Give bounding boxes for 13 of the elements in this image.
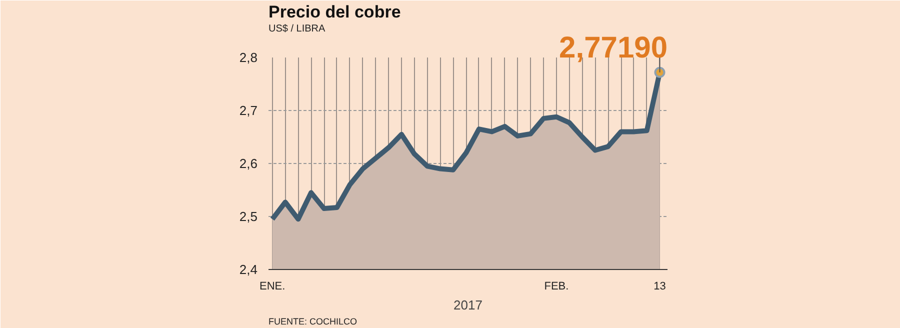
x-tick-label: 13 (654, 280, 666, 292)
x-axis-title: 2017 (454, 298, 482, 312)
annotation: 2,77190 (559, 32, 668, 64)
y-tick-label: 2,4 (239, 262, 258, 277)
y-tick-label: 2,5 (239, 209, 258, 224)
source-note: FUENTE: COCHILCO (268, 316, 358, 326)
x-tick-label: FEB. (544, 280, 569, 292)
chart-title: Precio del cobre (268, 2, 401, 22)
chart-subtitle: US$ / LIBRA (268, 24, 326, 34)
x-tick-label: ENE. (260, 280, 286, 292)
y-tick-label: 2,6 (239, 156, 258, 171)
y-tick-label: 2,8 (239, 50, 258, 65)
y-tick-label: 2,7 (239, 103, 258, 118)
